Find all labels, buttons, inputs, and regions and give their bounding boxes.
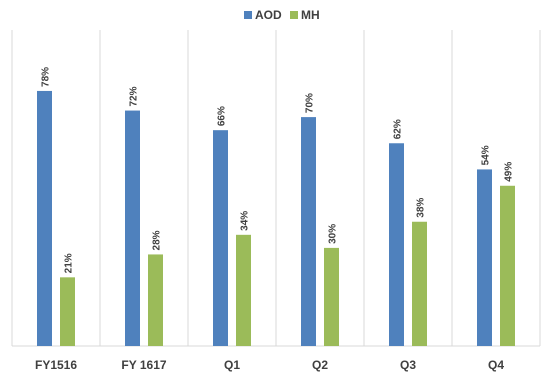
- x-tick-label: Q2: [312, 358, 328, 372]
- legend-swatch-aod: [244, 11, 252, 19]
- bar-aod: [389, 143, 404, 346]
- data-label-mh: 49%: [504, 162, 515, 182]
- bar-aod: [301, 117, 316, 346]
- x-tick-label: Q4: [488, 358, 504, 372]
- bar-mh: [324, 247, 339, 346]
- bar-aod: [125, 110, 140, 346]
- data-label-aod: 70%: [305, 93, 316, 113]
- legend: AOD MH: [244, 8, 320, 22]
- bar-mh: [60, 277, 75, 346]
- legend-label-aod: AOD: [255, 8, 282, 22]
- bar-mh: [236, 234, 251, 346]
- data-label-mh: 38%: [416, 198, 427, 218]
- x-tick-label: FY 1617: [121, 358, 166, 372]
- bar-mh: [500, 185, 515, 346]
- x-tick-label: FY1516: [35, 358, 77, 372]
- x-tick-label: Q1: [224, 358, 240, 372]
- bar-aod: [477, 169, 492, 346]
- data-label-aod: 66%: [217, 106, 228, 126]
- plot-area: 78% 21% FY1516 72% 28% FY 1617 66% 34% Q1 70% 30% Q…: [11, 30, 541, 372]
- bar-aod: [213, 130, 228, 346]
- legend-label-mh: MH: [301, 8, 320, 22]
- data-label-mh: 30%: [328, 224, 339, 244]
- x-tick-label: Q3: [400, 358, 416, 372]
- bar-mh: [148, 254, 163, 346]
- data-label-aod: 78%: [41, 67, 52, 87]
- data-label-aod: 54%: [481, 145, 492, 165]
- bar-mh: [412, 221, 427, 346]
- data-label-aod: 62%: [393, 119, 404, 139]
- bar-aod: [37, 90, 52, 346]
- data-label-mh: 21%: [64, 253, 75, 273]
- data-label-mh: 34%: [240, 211, 251, 231]
- data-label-mh: 28%: [152, 230, 163, 250]
- legend-swatch-mh: [290, 11, 298, 19]
- data-label-aod: 72%: [129, 86, 140, 106]
